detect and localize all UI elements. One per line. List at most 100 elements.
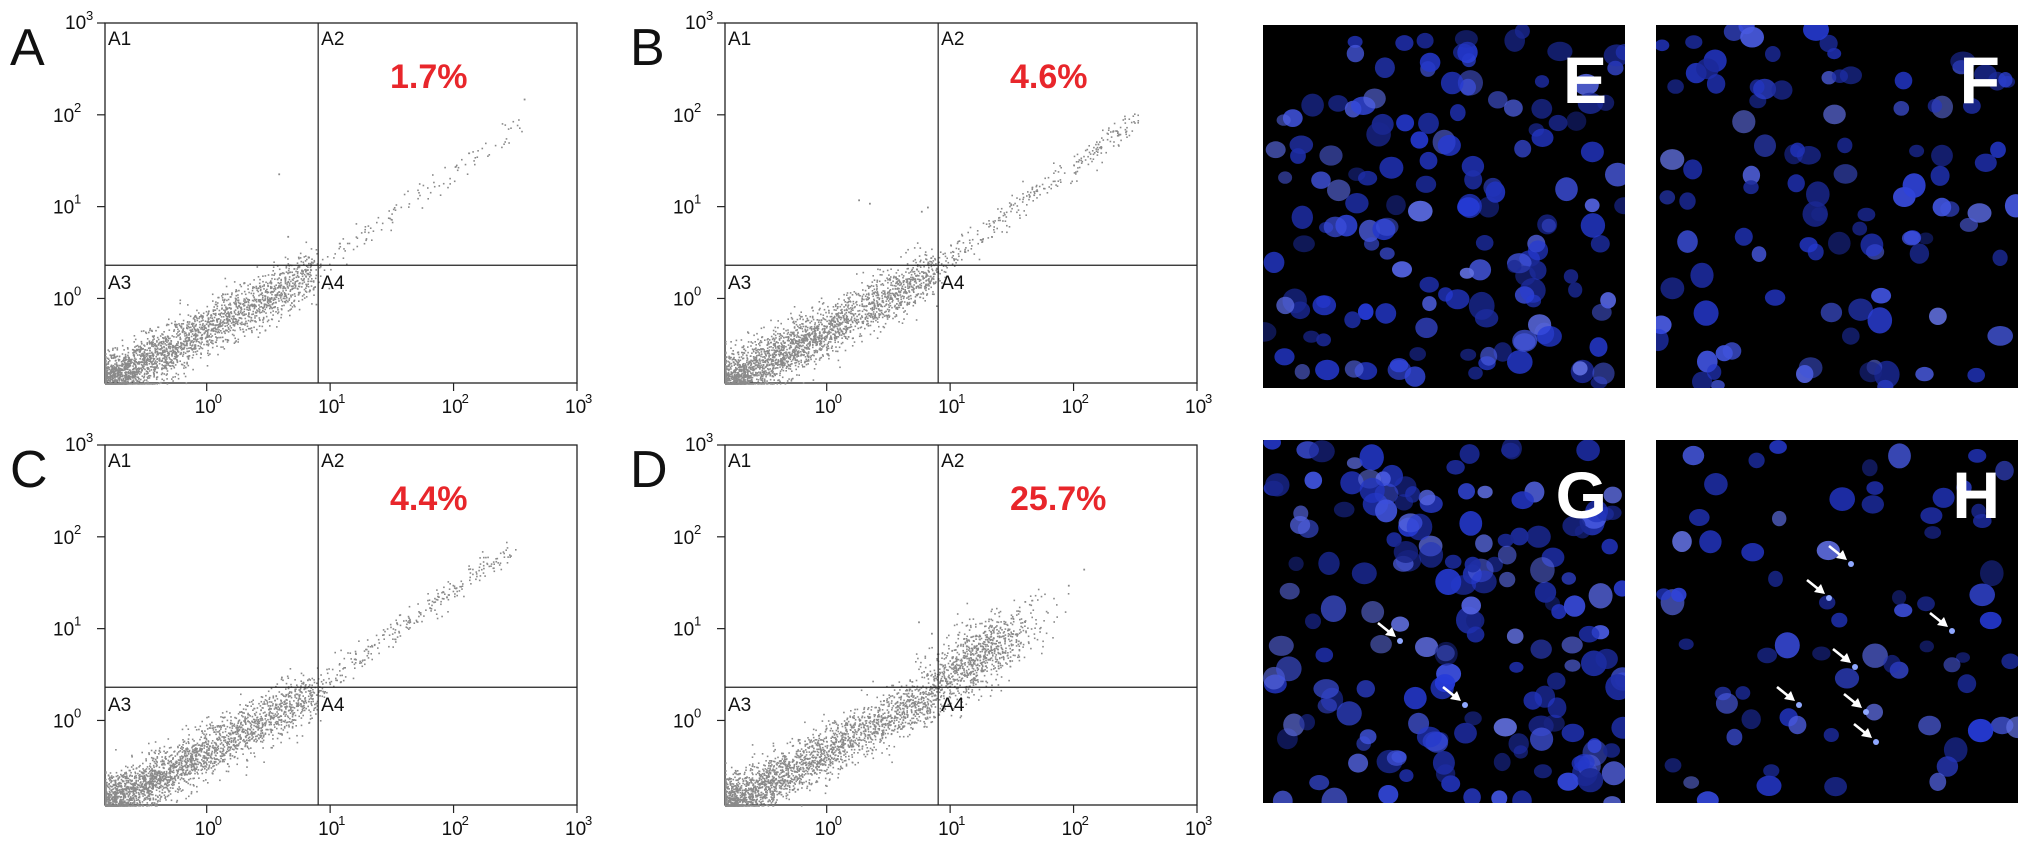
data-point	[905, 292, 907, 294]
data-point	[927, 283, 930, 285]
data-point	[171, 335, 174, 337]
data-point	[255, 287, 258, 290]
data-point	[740, 370, 742, 373]
data-point	[256, 289, 258, 292]
data-point	[912, 267, 914, 269]
data-point	[188, 347, 190, 349]
data-point	[918, 275, 920, 277]
data-point	[298, 300, 300, 302]
data-point	[792, 320, 795, 323]
data-point	[227, 331, 230, 333]
data-point	[265, 289, 267, 292]
data-point	[912, 278, 915, 281]
data-point	[139, 383, 141, 385]
data-point	[891, 306, 893, 309]
chart-panel-a: A 1.7% A1 A2 A3 A4 10 0 10 1 10 2 10 3 10 0 10 1 10 2 10 3	[0, 0, 600, 420]
data-point	[180, 327, 183, 329]
data-point	[365, 239, 367, 242]
data-point	[226, 341, 229, 343]
data-point	[214, 324, 217, 327]
data-point	[867, 312, 870, 315]
data-point	[206, 331, 209, 334]
data-point	[886, 314, 889, 317]
data-point	[146, 381, 148, 384]
data-point	[885, 300, 888, 302]
data-point	[246, 308, 248, 311]
data-point	[787, 331, 790, 334]
data-point	[766, 363, 768, 366]
data-point	[794, 350, 796, 353]
data-point	[837, 316, 840, 318]
data-point	[265, 312, 267, 314]
data-point	[521, 130, 523, 133]
data-point	[917, 293, 920, 295]
data-point	[287, 269, 290, 272]
data-point	[268, 304, 270, 307]
data-point	[168, 318, 170, 321]
data-point	[805, 352, 808, 354]
y-tick-exponent: 3	[86, 8, 93, 23]
data-point	[213, 319, 215, 322]
data-point	[847, 306, 849, 308]
data-point	[183, 361, 186, 364]
data-point	[281, 308, 283, 311]
data-point	[164, 351, 166, 353]
data-point	[218, 331, 221, 334]
data-point	[798, 341, 801, 343]
data-point	[280, 281, 282, 284]
data-point	[211, 340, 214, 342]
data-point	[214, 314, 217, 317]
data-point	[305, 268, 307, 271]
data-point	[152, 336, 155, 339]
data-point	[121, 379, 124, 381]
data-point	[156, 350, 159, 353]
data-point	[282, 285, 285, 288]
data-point	[175, 336, 178, 338]
data-point	[227, 298, 230, 301]
data-point	[186, 326, 188, 329]
data-point	[179, 302, 181, 305]
data-point	[187, 339, 189, 342]
data-point	[270, 282, 273, 285]
data-point	[925, 258, 928, 261]
data-point	[439, 194, 442, 196]
data-point	[215, 330, 217, 333]
data-point	[138, 362, 141, 364]
data-point	[303, 273, 306, 276]
data-point	[872, 313, 874, 315]
data-point	[152, 354, 155, 356]
data-point	[780, 348, 783, 350]
data-point	[895, 315, 898, 317]
data-point	[456, 164, 458, 167]
data-point	[298, 266, 301, 268]
data-point	[205, 330, 208, 332]
data-point	[485, 142, 487, 145]
data-point	[278, 277, 280, 279]
data-point	[147, 347, 150, 349]
data-point	[124, 362, 126, 365]
data-point	[290, 294, 292, 297]
data-point	[156, 340, 158, 342]
data-point	[117, 372, 119, 375]
data-point	[759, 362, 762, 364]
data-point	[760, 376, 762, 379]
data-point	[518, 119, 520, 121]
data-point	[305, 270, 307, 273]
data-point	[301, 282, 304, 285]
data-point	[186, 334, 188, 336]
data-point	[738, 356, 741, 359]
data-point	[258, 307, 260, 310]
data-point	[730, 362, 733, 365]
data-point	[217, 330, 220, 333]
data-point	[224, 311, 226, 313]
data-point	[193, 316, 196, 318]
data-point	[912, 301, 915, 303]
data-point	[170, 361, 172, 364]
data-point	[131, 372, 134, 374]
data-point	[476, 156, 479, 158]
data-point	[310, 274, 312, 277]
data-point	[778, 354, 781, 356]
data-point	[876, 289, 878, 291]
data-point	[919, 283, 921, 286]
data-point	[829, 341, 832, 343]
